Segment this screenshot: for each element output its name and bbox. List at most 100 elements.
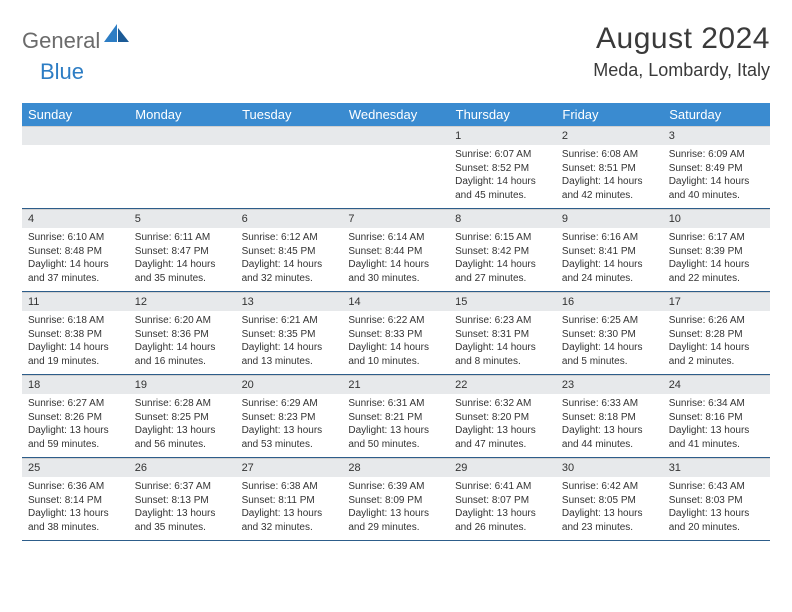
day-number: 11: [22, 292, 129, 311]
calendar-cell: 19Sunrise: 6:28 AMSunset: 8:25 PMDayligh…: [129, 375, 236, 458]
day-sunrise: Sunrise: 6:15 AM: [455, 231, 550, 245]
dow-tuesday: Tuesday: [236, 103, 343, 126]
day-sunrise: Sunrise: 6:25 AM: [562, 314, 657, 328]
day-daylight-l2: and 44 minutes.: [562, 438, 657, 452]
day-details: [22, 145, 129, 199]
day-daylight-l1: Daylight: 14 hours: [455, 258, 550, 272]
day-daylight-l2: and 20 minutes.: [669, 521, 764, 535]
day-details: Sunrise: 6:27 AMSunset: 8:26 PMDaylight:…: [22, 394, 129, 457]
day-daylight-l1: Daylight: 13 hours: [455, 507, 550, 521]
day-number: 23: [556, 375, 663, 394]
day-number: 4: [22, 209, 129, 228]
day-sunset: Sunset: 8:44 PM: [348, 245, 443, 259]
day-details: Sunrise: 6:14 AMSunset: 8:44 PMDaylight:…: [342, 228, 449, 291]
day-sunrise: Sunrise: 6:14 AM: [348, 231, 443, 245]
day-sunrise: Sunrise: 6:07 AM: [455, 148, 550, 162]
day-sunrise: Sunrise: 6:33 AM: [562, 397, 657, 411]
day-number: 9: [556, 209, 663, 228]
dow-monday: Monday: [129, 103, 236, 126]
calendar-cell: 12Sunrise: 6:20 AMSunset: 8:36 PMDayligh…: [129, 292, 236, 375]
day-number: 19: [129, 375, 236, 394]
day-details: Sunrise: 6:23 AMSunset: 8:31 PMDaylight:…: [449, 311, 556, 374]
calendar-cell: 26Sunrise: 6:37 AMSunset: 8:13 PMDayligh…: [129, 458, 236, 541]
day-number: 7: [342, 209, 449, 228]
day-daylight-l1: Daylight: 14 hours: [455, 341, 550, 355]
day-number: 30: [556, 458, 663, 477]
day-sunrise: Sunrise: 6:29 AM: [242, 397, 337, 411]
calendar-cell: 5Sunrise: 6:11 AMSunset: 8:47 PMDaylight…: [129, 209, 236, 292]
day-number: 14: [342, 292, 449, 311]
day-sunset: Sunset: 8:16 PM: [669, 411, 764, 425]
day-daylight-l1: Daylight: 14 hours: [455, 175, 550, 189]
day-number: 17: [663, 292, 770, 311]
calendar-cell: 6Sunrise: 6:12 AMSunset: 8:45 PMDaylight…: [236, 209, 343, 292]
calendar-cell: 21Sunrise: 6:31 AMSunset: 8:21 PMDayligh…: [342, 375, 449, 458]
day-daylight-l2: and 40 minutes.: [669, 189, 764, 203]
day-sunset: Sunset: 8:33 PM: [348, 328, 443, 342]
day-daylight-l2: and 13 minutes.: [242, 355, 337, 369]
day-daylight-l1: Daylight: 14 hours: [28, 341, 123, 355]
day-daylight-l2: and 23 minutes.: [562, 521, 657, 535]
day-daylight-l2: and 16 minutes.: [135, 355, 230, 369]
title-block: August 2024 Meda, Lombardy, Italy: [593, 22, 770, 81]
calendar-cell: 27Sunrise: 6:38 AMSunset: 8:11 PMDayligh…: [236, 458, 343, 541]
day-sunset: Sunset: 8:14 PM: [28, 494, 123, 508]
dow-wednesday: Wednesday: [342, 103, 449, 126]
day-daylight-l1: Daylight: 13 hours: [348, 507, 443, 521]
calendar-row: 25Sunrise: 6:36 AMSunset: 8:14 PMDayligh…: [22, 458, 770, 541]
day-sunset: Sunset: 8:39 PM: [669, 245, 764, 259]
calendar-cell: 16Sunrise: 6:25 AMSunset: 8:30 PMDayligh…: [556, 292, 663, 375]
day-daylight-l2: and 10 minutes.: [348, 355, 443, 369]
calendar-cell: 7Sunrise: 6:14 AMSunset: 8:44 PMDaylight…: [342, 209, 449, 292]
day-daylight-l1: Daylight: 14 hours: [135, 341, 230, 355]
day-sunrise: Sunrise: 6:39 AM: [348, 480, 443, 494]
day-sunrise: Sunrise: 6:43 AM: [669, 480, 764, 494]
calendar-cell: 15Sunrise: 6:23 AMSunset: 8:31 PMDayligh…: [449, 292, 556, 375]
calendar-cell: 23Sunrise: 6:33 AMSunset: 8:18 PMDayligh…: [556, 375, 663, 458]
calendar-cell: 9Sunrise: 6:16 AMSunset: 8:41 PMDaylight…: [556, 209, 663, 292]
day-daylight-l1: Daylight: 14 hours: [242, 258, 337, 272]
day-sunrise: Sunrise: 6:21 AM: [242, 314, 337, 328]
day-sunrise: Sunrise: 6:28 AM: [135, 397, 230, 411]
day-details: [129, 145, 236, 199]
calendar-cell: 25Sunrise: 6:36 AMSunset: 8:14 PMDayligh…: [22, 458, 129, 541]
calendar-cell: 18Sunrise: 6:27 AMSunset: 8:26 PMDayligh…: [22, 375, 129, 458]
day-number: 31: [663, 458, 770, 477]
calendar-cell: 17Sunrise: 6:26 AMSunset: 8:28 PMDayligh…: [663, 292, 770, 375]
day-number: 1: [449, 126, 556, 145]
day-sunset: Sunset: 8:51 PM: [562, 162, 657, 176]
day-daylight-l1: Daylight: 14 hours: [348, 341, 443, 355]
day-daylight-l1: Daylight: 14 hours: [669, 341, 764, 355]
day-number: 27: [236, 458, 343, 477]
day-number: 18: [22, 375, 129, 394]
calendar-cell: 24Sunrise: 6:34 AMSunset: 8:16 PMDayligh…: [663, 375, 770, 458]
day-daylight-l1: Daylight: 14 hours: [562, 258, 657, 272]
day-sunset: Sunset: 8:25 PM: [135, 411, 230, 425]
day-sunset: Sunset: 8:31 PM: [455, 328, 550, 342]
day-daylight-l1: Daylight: 14 hours: [28, 258, 123, 272]
day-daylight-l1: Daylight: 14 hours: [562, 341, 657, 355]
day-sunrise: Sunrise: 6:12 AM: [242, 231, 337, 245]
day-daylight-l1: Daylight: 13 hours: [242, 424, 337, 438]
day-daylight-l1: Daylight: 14 hours: [135, 258, 230, 272]
day-sunrise: Sunrise: 6:18 AM: [28, 314, 123, 328]
day-daylight-l2: and 38 minutes.: [28, 521, 123, 535]
day-details: Sunrise: 6:32 AMSunset: 8:20 PMDaylight:…: [449, 394, 556, 457]
day-daylight-l1: Daylight: 13 hours: [348, 424, 443, 438]
day-number: 3: [663, 126, 770, 145]
day-number: 13: [236, 292, 343, 311]
day-sunset: Sunset: 8:13 PM: [135, 494, 230, 508]
day-daylight-l1: Daylight: 14 hours: [669, 175, 764, 189]
day-daylight-l1: Daylight: 13 hours: [455, 424, 550, 438]
day-daylight-l1: Daylight: 13 hours: [135, 507, 230, 521]
day-sunrise: Sunrise: 6:20 AM: [135, 314, 230, 328]
day-sunset: Sunset: 8:11 PM: [242, 494, 337, 508]
day-details: Sunrise: 6:29 AMSunset: 8:23 PMDaylight:…: [236, 394, 343, 457]
day-details: Sunrise: 6:18 AMSunset: 8:38 PMDaylight:…: [22, 311, 129, 374]
calendar-body: 1Sunrise: 6:07 AMSunset: 8:52 PMDaylight…: [22, 126, 770, 541]
location: Meda, Lombardy, Italy: [593, 60, 770, 81]
day-sunrise: Sunrise: 6:11 AM: [135, 231, 230, 245]
day-daylight-l2: and 22 minutes.: [669, 272, 764, 286]
day-sunset: Sunset: 8:09 PM: [348, 494, 443, 508]
day-sunrise: Sunrise: 6:34 AM: [669, 397, 764, 411]
